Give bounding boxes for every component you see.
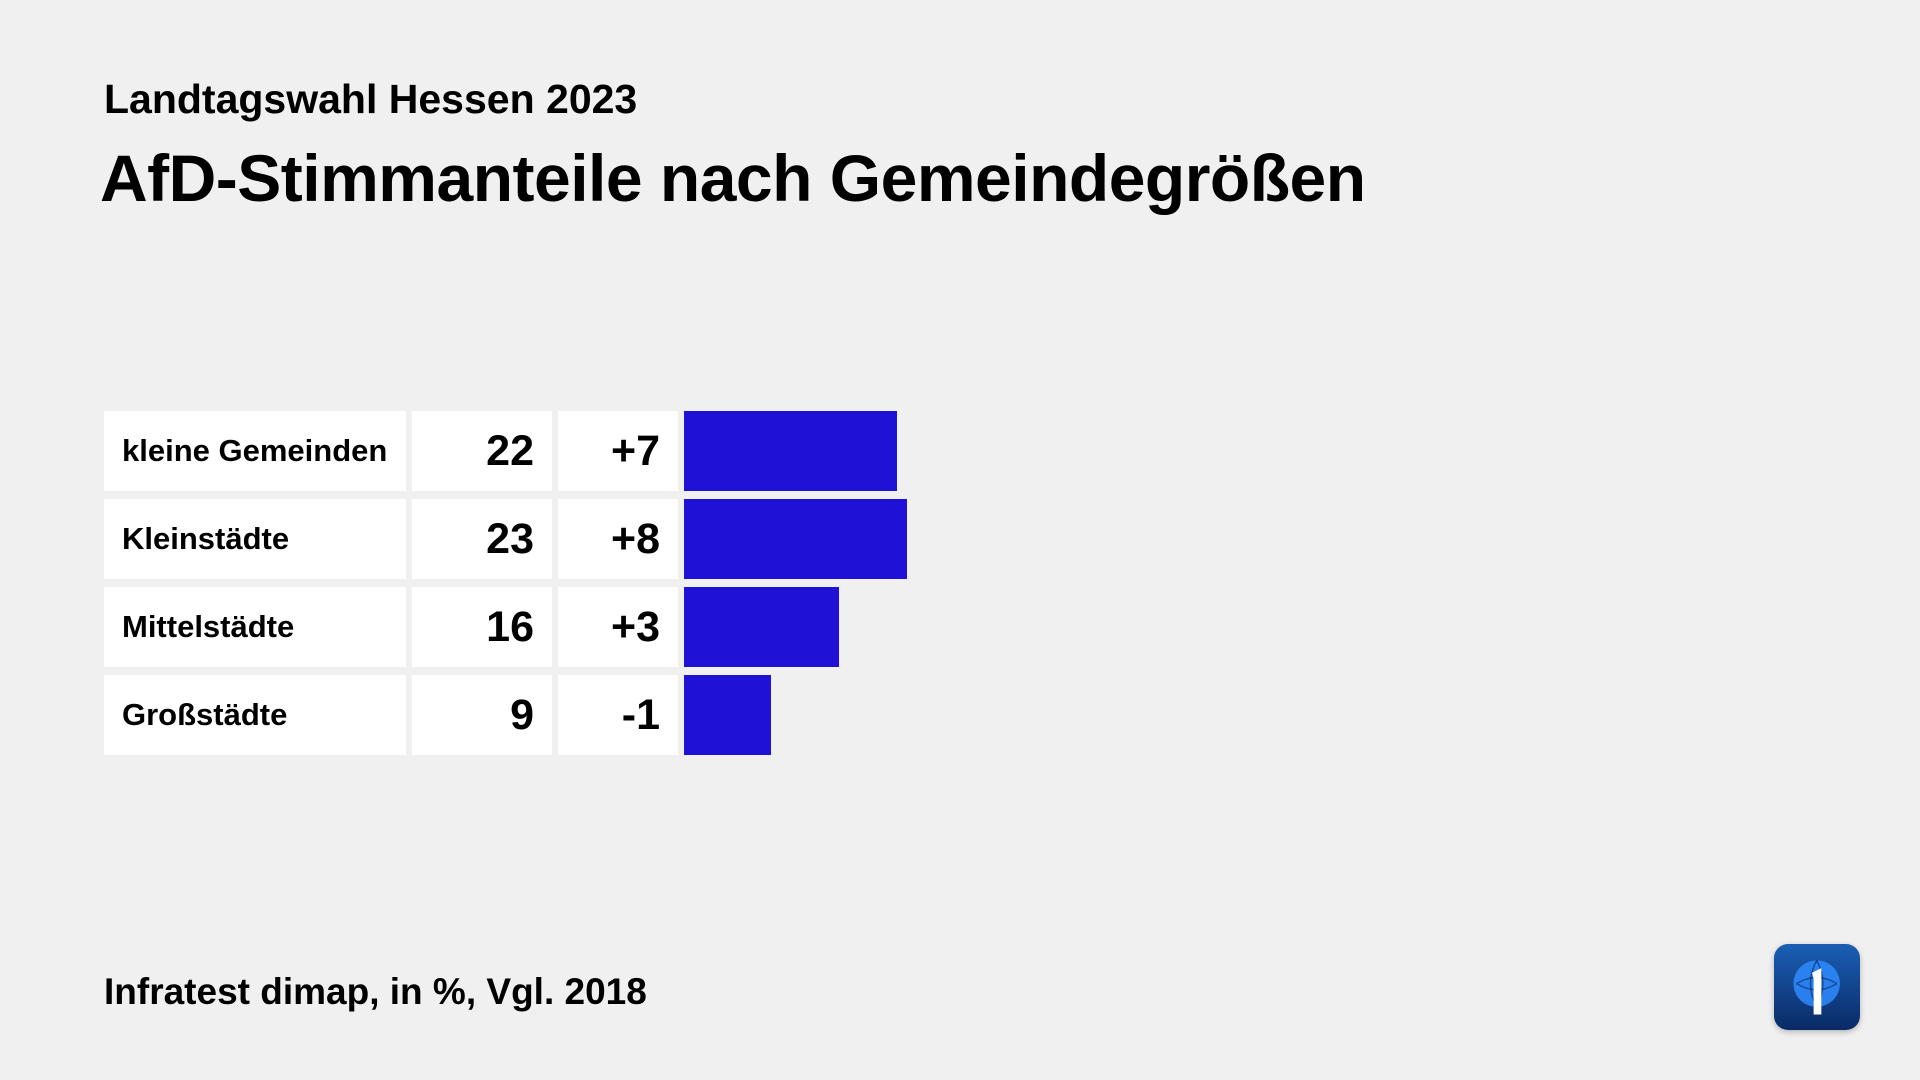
source-footer: Infratest dimap, in %, Vgl. 2018 xyxy=(104,971,647,1013)
row-label: Kleinstädte xyxy=(104,499,406,579)
chart-row: Großstädte9-1 xyxy=(104,675,1654,755)
chart-canvas: Landtagswahl Hessen 2023 AfD-Stimmanteil… xyxy=(0,0,1920,1080)
row-label: kleine Gemeinden xyxy=(104,411,406,491)
pretitle: Landtagswahl Hessen 2023 xyxy=(104,76,637,123)
bar-track xyxy=(684,499,1654,579)
bar-track xyxy=(684,675,1654,755)
broadcaster-logo-icon xyxy=(1774,944,1860,1030)
row-value: 22 xyxy=(412,411,552,491)
row-label: Mittelstädte xyxy=(104,587,406,667)
row-change: +7 xyxy=(558,411,678,491)
bar xyxy=(684,587,839,667)
row-value: 9 xyxy=(412,675,552,755)
chart-row: Mittelstädte16+3 xyxy=(104,587,1654,667)
row-change: -1 xyxy=(558,675,678,755)
bar-track xyxy=(684,587,1654,667)
row-value: 16 xyxy=(412,587,552,667)
row-value: 23 xyxy=(412,499,552,579)
row-label: Großstädte xyxy=(104,675,406,755)
bar-track xyxy=(684,411,1654,491)
bar xyxy=(684,675,771,755)
chart-row: kleine Gemeinden22+7 xyxy=(104,411,1654,491)
chart-row: Kleinstädte23+8 xyxy=(104,499,1654,579)
row-change: +3 xyxy=(558,587,678,667)
row-change: +8 xyxy=(558,499,678,579)
bar-chart: kleine Gemeinden22+7Kleinstädte23+8Mitte… xyxy=(104,411,1654,763)
bar xyxy=(684,499,907,579)
chart-title: AfD-Stimmanteile nach Gemeindegrößen xyxy=(100,140,1366,216)
bar xyxy=(684,411,897,491)
